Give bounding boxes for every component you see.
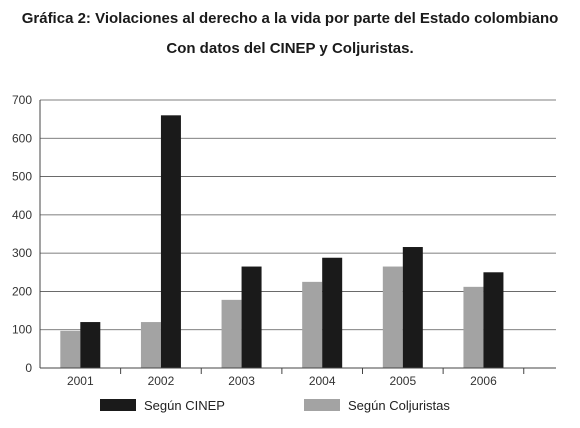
- legend-swatch: [304, 399, 340, 411]
- bar: [322, 257, 343, 368]
- x-tick-label: 2006: [470, 374, 497, 388]
- bar: [221, 299, 242, 368]
- bar: [241, 266, 262, 368]
- bar: [483, 272, 504, 368]
- y-tick-label: 700: [12, 93, 32, 107]
- bar: [302, 281, 323, 368]
- chart-subtitle: Con datos del CINEP y Coljuristas.: [166, 40, 414, 57]
- bar: [60, 330, 81, 368]
- x-tick-label: 2003: [228, 374, 255, 388]
- x-tick-label: 2002: [148, 374, 175, 388]
- y-tick-label: 300: [12, 246, 32, 260]
- chart-title: Gráfica 2: Violaciones al derecho a la v…: [21, 10, 559, 27]
- bar: [382, 266, 403, 368]
- bar: [80, 322, 101, 368]
- y-tick-label: 0: [25, 361, 32, 375]
- legend-label: Según Coljuristas: [348, 398, 450, 413]
- legend: Según CINEP Según Coljuristas: [100, 398, 450, 413]
- legend-swatch: [100, 399, 136, 411]
- bar: [463, 286, 484, 368]
- y-tick-label: 600: [12, 131, 32, 145]
- y-axis-ticks: 0 100 200 300 400 500 600 700: [12, 93, 32, 375]
- y-tick-label: 500: [12, 170, 32, 184]
- y-tick-label: 200: [12, 284, 32, 298]
- legend-label: Según CINEP: [144, 398, 225, 413]
- x-tick-label: 2004: [309, 374, 336, 388]
- x-axis-ticks: 2001 2002 2003 2004 2005 2006: [67, 374, 497, 388]
- x-tick-label: 2005: [389, 374, 416, 388]
- x-tick-label: 2001: [67, 374, 94, 388]
- axes: [39, 100, 556, 374]
- bars: [60, 115, 504, 368]
- y-tick-label: 400: [12, 208, 32, 222]
- bar: [140, 322, 161, 368]
- bar: [402, 247, 423, 368]
- bar: [160, 115, 181, 368]
- y-tick-label: 100: [12, 323, 32, 337]
